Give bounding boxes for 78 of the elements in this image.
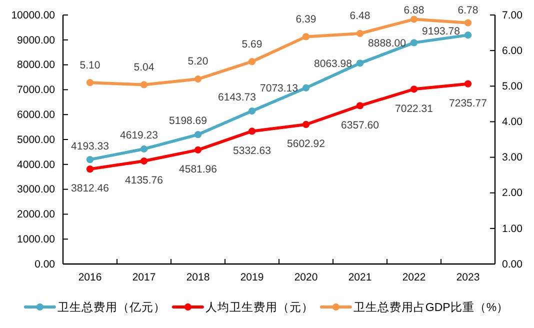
data-label: 4193.33	[71, 140, 110, 152]
y-tick-label: 10000.00	[11, 9, 56, 22]
point	[140, 157, 148, 165]
point	[356, 102, 364, 110]
data-label: 6357.60	[341, 119, 380, 132]
point	[410, 39, 418, 46]
data-label: 4135.76	[125, 174, 164, 187]
y2-tick-label: 1.00	[502, 222, 523, 235]
point	[302, 120, 310, 128]
data-label: 4619.23	[120, 130, 158, 142]
y-tick-label: 9000.00	[17, 34, 56, 46]
data-label: 5332.63	[233, 144, 272, 157]
x-tick-label: 2023	[456, 271, 480, 284]
y2-tick-label: 3.00	[502, 152, 523, 164]
point	[410, 86, 418, 93]
data-label: 5.69	[242, 38, 262, 50]
data-label: 7073.13	[260, 82, 298, 95]
x-tick-label: 2020	[294, 271, 318, 284]
legend-label: 人均卫生费用（元）	[205, 301, 314, 314]
point	[356, 60, 364, 67]
y2-tick-label: 0.00	[502, 258, 523, 270]
data-label: 6.78	[458, 4, 478, 17]
y2-tick-label: 5.00	[502, 80, 523, 93]
data-label: 5.20	[188, 56, 208, 68]
point	[194, 75, 202, 83]
y2-tick-label: 7.00	[502, 9, 523, 22]
data-label: 6.39	[296, 13, 316, 26]
y2-tick-label: 6.00	[502, 44, 523, 57]
y2-tick-label: 2.00	[502, 187, 523, 200]
data-label: 7235.77	[449, 98, 488, 110]
y-tick-label: 0.00	[34, 258, 56, 270]
y-tick-label: 4000.00	[17, 158, 56, 171]
point	[194, 130, 202, 138]
data-label: 4581.96	[179, 164, 218, 176]
data-label: 7022.31	[395, 102, 434, 115]
x-tick-label: 2021	[348, 271, 372, 284]
point	[464, 32, 472, 39]
y-tick-label: 1000.00	[17, 233, 56, 246]
legend-label: 卫生总费用（亿元）	[57, 301, 166, 314]
point	[86, 79, 94, 86]
y-tick-label: 5000.00	[17, 134, 56, 146]
point	[410, 16, 418, 23]
point	[248, 107, 256, 115]
data-label: 3812.46	[71, 182, 110, 195]
point	[86, 156, 94, 164]
data-label: 5198.69	[169, 115, 208, 128]
point	[464, 80, 472, 88]
legend-label: 卫生总费用占GDP比重（%）	[353, 301, 509, 314]
x-tick-label: 2022	[402, 271, 426, 284]
x-tick-label: 2017	[132, 271, 156, 284]
y2-tick-label: 4.00	[502, 116, 523, 128]
point	[464, 19, 472, 26]
point	[86, 166, 94, 173]
data-label: 8888.00	[368, 37, 406, 50]
data-label: 8063.98	[314, 58, 352, 70]
data-label: 6143.73	[218, 92, 256, 104]
data-label: 5.10	[80, 59, 100, 72]
y-tick-label: 2000.00	[17, 208, 56, 221]
y-tick-label: 7000.00	[17, 84, 56, 96]
point	[194, 146, 202, 154]
x-tick-label: 2016	[78, 271, 102, 284]
x-tick-label: 2018	[186, 271, 210, 284]
data-label: 5.04	[134, 61, 154, 74]
point	[248, 58, 256, 66]
point	[356, 30, 364, 38]
data-label: 9193.78	[422, 26, 460, 38]
point	[302, 84, 310, 92]
y-tick-label: 8000.00	[17, 59, 56, 72]
y-tick-label: 3000.00	[17, 184, 56, 196]
data-label: 6.48	[350, 10, 370, 22]
point	[302, 33, 310, 40]
point	[248, 128, 256, 135]
y-tick-label: 6000.00	[17, 108, 56, 121]
data-label: 6.88	[404, 4, 424, 17]
point	[140, 81, 148, 88]
point	[140, 145, 148, 153]
x-tick-label: 2019	[240, 271, 264, 284]
data-label: 5602.92	[287, 138, 326, 150]
